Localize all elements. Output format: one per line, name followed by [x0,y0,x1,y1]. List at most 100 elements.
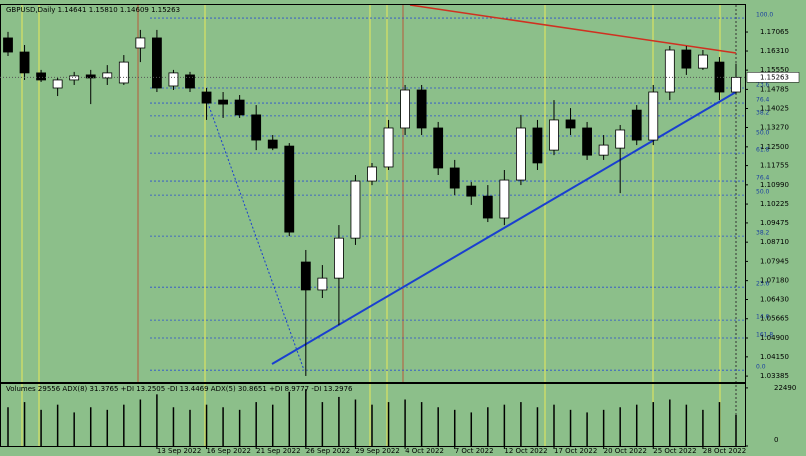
candle-body [400,89,410,129]
candle-body [36,72,46,81]
candle-body [19,51,30,74]
candle-body [731,76,741,93]
candle-body [367,166,377,182]
fib-grid: 100.0 23.6 76.4 38.2 50.0 61.8 76.4 50.0 38.2 23.… [150,12,773,371]
fib-level-label: 161.8 [756,331,773,338]
price-panel-frame [0,4,746,383]
candle-body [615,129,626,149]
y-tick-label: 1.14785 [760,85,789,93]
y-tick-label: 1.04900 [760,334,789,342]
x-tick-label: 12 Oct 2022 [504,447,547,455]
candle-body [3,37,13,53]
candle-body [582,127,592,156]
y-tick-label: 1.10990 [760,181,789,189]
y-tick-label: 1.07945 [760,257,789,265]
fib-level-label: 50.0 [756,189,770,196]
candle-body [499,179,510,219]
candle-body [284,145,295,233]
fib-level-label: 23.6 [756,281,770,288]
candle-body [85,74,96,79]
resistance-line [409,4,737,54]
candle-body [664,49,675,93]
candle-body [135,37,146,49]
candle-body [383,127,394,168]
fib-level-label: 14.6 [756,314,770,321]
y-tick-label: 1.07180 [760,277,789,285]
x-tick-label: 26 Sep 2022 [306,447,350,455]
y-tick-label: 1.03385 [760,372,789,380]
candle-body [168,72,179,87]
indicator-title: Volumes 29556 ADX(8) 31.3765 +DI 13.2505… [6,385,353,393]
candle-body [52,79,63,89]
candle-body [300,261,311,291]
fib-level-label: 0.0 [756,364,766,371]
fib-level-label: 100.0 [756,12,773,19]
candle-body [118,61,129,84]
candle-body [482,195,493,219]
y-tick-label: 1.13270 [760,123,789,131]
candle-body [251,114,262,141]
y-tick-label: 1.17065 [760,28,789,36]
candle-body [549,119,559,151]
volume-panel-frame [0,383,746,447]
candle-body [681,49,692,69]
candle-body [416,89,427,129]
candle-body [152,37,162,89]
x-tick-label: 4 Oct 2022 [405,447,444,455]
fib-level-label: 38.2 [756,109,770,116]
candle-body [466,185,477,197]
candle-body [350,180,361,239]
x-tick-label: 29 Sep 2022 [355,447,399,455]
candle-body [201,91,212,104]
marks [3,29,741,446]
candle-body [185,74,195,89]
y-tick-label: 1.05665 [760,315,789,323]
candle-body [102,72,113,79]
x-tick-label: 17 Oct 2022 [554,447,597,455]
y-tick-label: 1.06430 [760,296,789,304]
x-tick-label: 28 Oct 2022 [703,447,746,455]
last-price-label: 1.15263 [760,73,789,81]
candle-body [334,237,344,279]
candle-body [698,54,708,69]
fib-level-label: 50.0 [756,130,770,137]
volume-tick-label: 0 [774,436,778,444]
x-tick-label: 13 Sep 2022 [157,447,201,455]
candle-body [433,127,444,169]
candle-body [648,91,659,141]
y-tick-label: 1.11755 [760,162,789,170]
candle-body [218,99,228,105]
candle-body [69,75,80,81]
x-tick-label: 21 Sep 2022 [256,447,300,455]
candle-body [267,139,278,149]
candle-body [565,119,576,129]
candle-body [516,127,526,181]
x-tick-label: 7 Oct 2022 [455,447,494,455]
y-tick-label: 1.12500 [760,143,789,151]
y-tick-label: 1.16310 [760,47,789,55]
candle-body [449,167,460,189]
support-line [271,91,737,365]
candle-body [234,99,245,116]
fib-level-label: 76.4 [756,97,770,104]
volume-tick-label: 22490 [774,384,796,392]
candle-body [317,277,328,291]
y-tick-label: 1.09475 [760,219,789,227]
chart-title: GBPUSD,Daily 1.14641 1.15810 1.14609 1.1… [6,6,180,14]
candle-body [532,127,543,164]
fib-level-label: 38.2 [756,230,770,237]
x-tick-label: 20 Oct 2022 [604,447,647,455]
candle-body [631,109,642,141]
y-tick-label: 1.10225 [760,200,789,208]
x-tick-label: 16 Sep 2022 [207,447,251,455]
y-tick-label: 1.14025 [760,104,789,112]
y-tick-label: 1.04150 [760,353,789,361]
last-price-box [746,72,800,83]
y-tick-label: 1.15550 [760,66,789,74]
y-tick-label: 1.08710 [760,238,789,246]
fib-level-label: 61.8 [756,147,770,154]
candle-body [598,144,609,156]
period-lines [21,5,737,447]
candle-body [714,61,725,93]
